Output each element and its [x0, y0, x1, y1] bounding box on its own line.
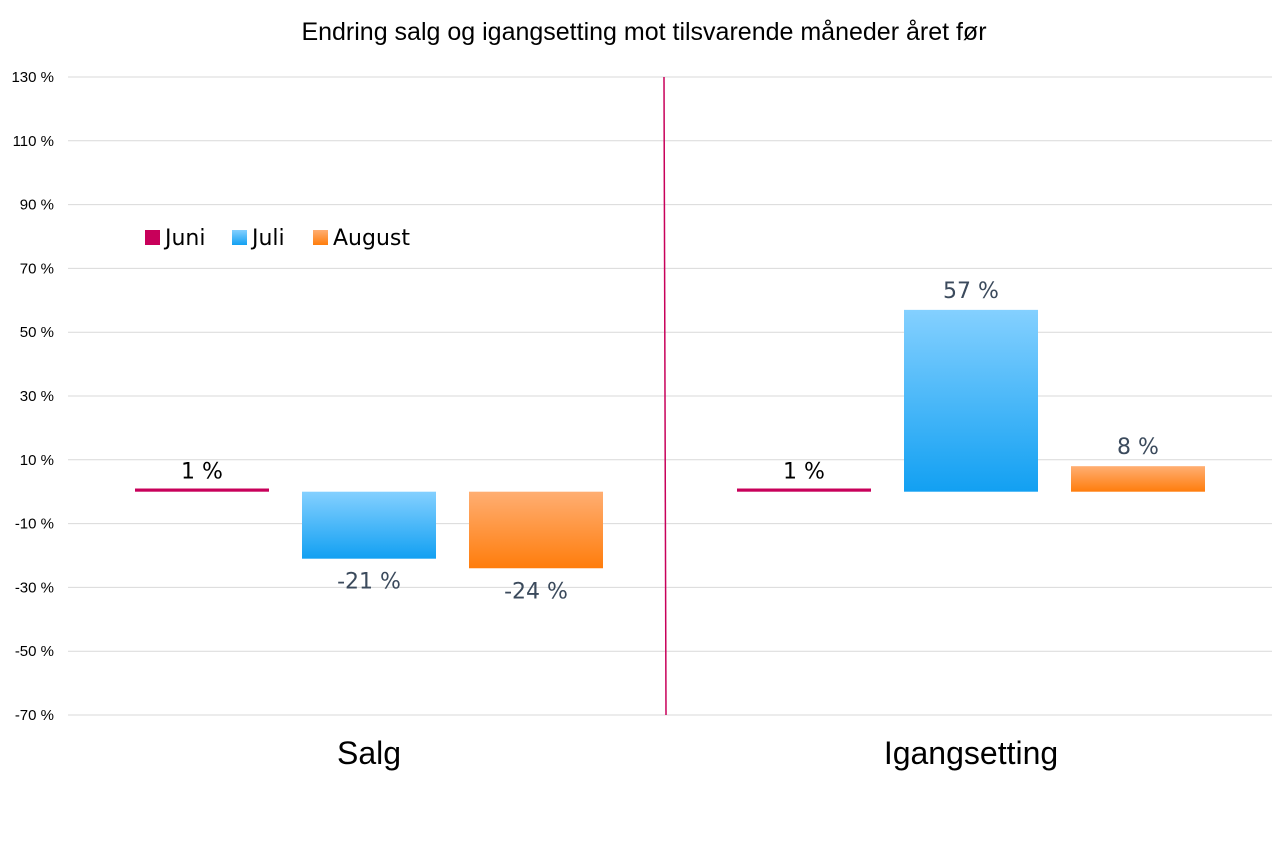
- legend-swatch-juni: [145, 230, 160, 245]
- bar-juni-salg: [135, 488, 269, 492]
- category-label: Salg: [337, 735, 401, 771]
- y-tick-label: -50 %: [15, 643, 54, 660]
- legend-label-august: August: [333, 226, 410, 251]
- data-label: 57 %: [943, 279, 999, 304]
- y-tick-label: 110 %: [13, 133, 54, 150]
- legend-swatch-juli: [232, 230, 247, 245]
- data-label: -21 %: [337, 570, 401, 595]
- y-tick-label: -30 %: [15, 579, 54, 596]
- y-tick-label: 70 %: [20, 260, 54, 277]
- data-label: -24 %: [504, 579, 568, 604]
- y-tick-label: 130 %: [11, 69, 54, 86]
- legend-label-juli: Juli: [250, 226, 285, 251]
- y-tick-label: -70 %: [15, 707, 54, 724]
- legend-label-juni: Juni: [163, 226, 206, 251]
- data-label: 1 %: [783, 460, 825, 485]
- data-label: 1 %: [181, 460, 223, 485]
- chart-title: Endring salg og igangsetting mot tilsvar…: [301, 18, 986, 46]
- y-tick-label: -10 %: [15, 516, 54, 533]
- y-tick-label: 90 %: [20, 197, 54, 214]
- bar-august-igangsetting: [1071, 466, 1205, 492]
- category-label: Igangsetting: [884, 735, 1058, 771]
- data-label: 8 %: [1117, 435, 1159, 460]
- bar-august-salg: [469, 491, 603, 569]
- legend-swatch-august: [313, 230, 328, 245]
- category-divider: [663, 76, 667, 716]
- bar-juni-igangsetting: [737, 488, 871, 492]
- bar-juli-salg: [302, 491, 436, 559]
- y-tick-label: 50 %: [20, 324, 54, 341]
- y-tick-label: 30 %: [20, 388, 54, 405]
- bar-juli-igangsetting: [904, 309, 1038, 492]
- y-tick-label: 10 %: [20, 452, 54, 469]
